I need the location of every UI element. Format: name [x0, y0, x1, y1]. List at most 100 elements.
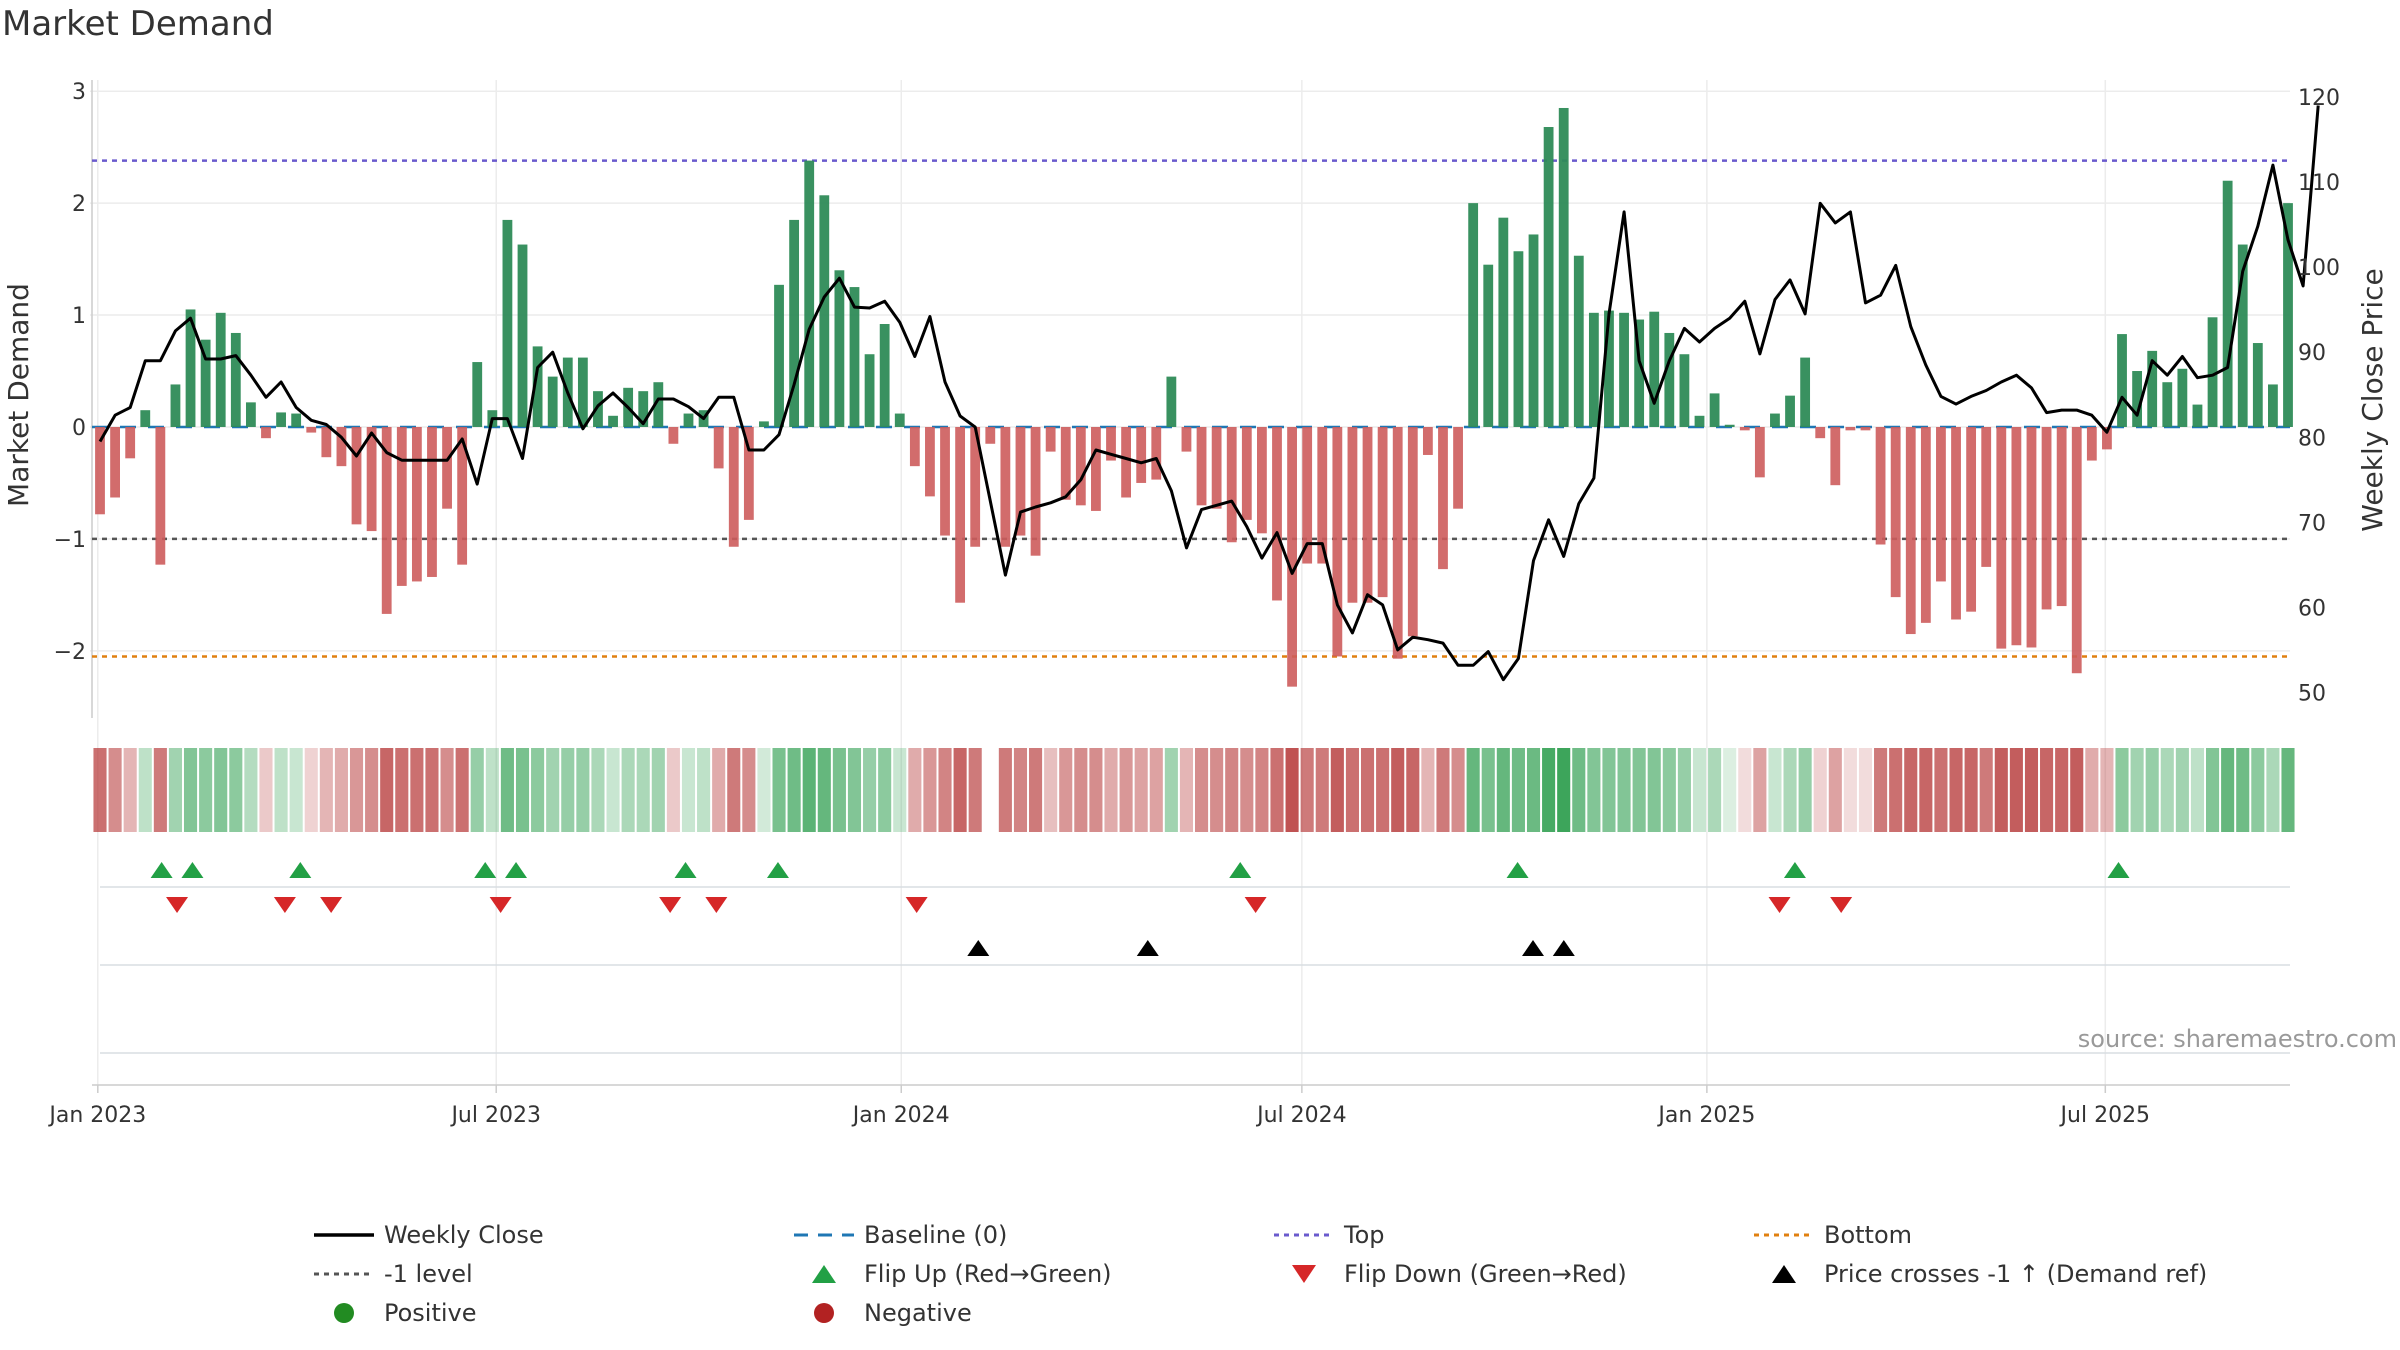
demand-bar — [200, 339, 211, 427]
left-axis-ticks: −2 −1 0 1 2 3 — [54, 80, 86, 665]
flip-down-marker — [166, 897, 189, 913]
demand-bar — [1860, 426, 1871, 431]
demand-bar — [668, 426, 679, 444]
strip-cell — [636, 748, 650, 832]
strip-cell — [2236, 748, 2250, 832]
demand-bar — [1754, 426, 1765, 478]
weekly-close-line — [98, 105, 2320, 682]
strip-cell — [2175, 748, 2189, 832]
demand-bar — [1664, 332, 1675, 427]
strip-cell — [1979, 748, 1993, 832]
demand-bar — [713, 426, 724, 469]
strip-cell — [1843, 748, 1857, 832]
demand-bar — [774, 284, 784, 427]
demand-bar — [1739, 426, 1750, 431]
demand-bar — [955, 426, 966, 603]
strip-cell — [1949, 748, 1963, 832]
strip-cell — [742, 748, 756, 832]
demand-bar — [1468, 203, 1479, 427]
demand-bar — [1800, 357, 1811, 427]
flip-down-marker — [1830, 897, 1853, 913]
x-tick-label: Jan 2023 — [47, 1103, 146, 1128]
strip-cell — [1783, 748, 1797, 832]
demand-bar — [155, 426, 166, 565]
strip-cell — [1662, 748, 1676, 832]
legend-item: Bottom — [1754, 1221, 1912, 1249]
strip-cell — [1602, 748, 1616, 832]
strip-cell — [938, 748, 952, 832]
strip-cell — [365, 748, 379, 832]
demand-bar — [291, 413, 302, 427]
legend-item: Flip Up (Red→Green) — [812, 1260, 1112, 1288]
flip-up-marker — [1783, 862, 1806, 878]
demand-bar — [683, 413, 694, 427]
y-axis-label: Market Demand — [2, 283, 35, 507]
demand-bar — [1770, 413, 1780, 427]
demand-bar — [940, 426, 950, 536]
y-tick-label: 1 — [72, 304, 86, 329]
strip-cell — [651, 748, 665, 832]
legend-item: Positive — [334, 1299, 477, 1327]
demand-bar — [1151, 426, 1162, 480]
demand-bar — [1845, 426, 1856, 431]
demand-bar — [245, 402, 256, 427]
strip-cell — [455, 748, 469, 832]
strip-cell — [2070, 748, 2084, 832]
x-tick-label: Jul 2025 — [2059, 1103, 2151, 1128]
demand-bar — [1015, 426, 1026, 536]
strip-cell — [1376, 748, 1390, 832]
strip-cell — [1164, 748, 1178, 832]
strip-cell — [2190, 748, 2205, 832]
demand-bar — [1513, 251, 1524, 427]
strip-cell — [1300, 748, 1314, 832]
demand-bar — [2177, 368, 2188, 427]
strip-cell — [168, 748, 182, 832]
demand-bar — [1830, 426, 1841, 486]
demand-bar — [925, 426, 935, 497]
flip-down-marker — [273, 897, 296, 913]
demand-bar — [970, 426, 981, 547]
flip-down-marker — [320, 897, 343, 913]
y2-tick-label: 120 — [2298, 86, 2340, 111]
strip-cell — [2085, 748, 2099, 832]
demand-bar — [336, 426, 347, 467]
legend: Weekly Close Baseline (0) Top Bottom -1 leve… — [314, 1221, 2207, 1327]
flip-down-marker — [1244, 897, 1267, 913]
strip-cell — [199, 748, 213, 832]
demand-bar — [2056, 426, 2067, 607]
strip-cell — [259, 748, 273, 832]
demand-bar — [1377, 426, 1388, 598]
strip-cell — [1119, 748, 1133, 832]
strip-cell — [1904, 748, 1918, 832]
demand-bar — [366, 426, 377, 532]
strip-cell — [908, 748, 922, 832]
strip-cell — [878, 748, 892, 832]
strip-cell — [847, 748, 862, 832]
strip-cell — [1210, 748, 1224, 832]
demand-bar — [1287, 426, 1297, 687]
strip-cell — [546, 748, 560, 832]
strip-cell — [1587, 748, 1601, 832]
demand-bar — [1920, 426, 1931, 623]
y-tick-label: −2 — [54, 640, 86, 665]
legend-item: Price crosses -1 ↑ (Demand ref) — [1772, 1260, 2207, 1288]
strip-cell — [998, 748, 1012, 832]
demand-bar — [1241, 426, 1252, 520]
strip-cell — [863, 748, 877, 832]
strip-cell — [1134, 748, 1148, 832]
strip-cell — [561, 748, 575, 832]
strip-cell — [1542, 748, 1556, 832]
strip-cell — [1345, 748, 1359, 832]
strip-cell — [1874, 748, 1888, 832]
legend-label: -1 level — [384, 1260, 473, 1288]
demand-bar — [351, 426, 362, 525]
demand-bar — [2026, 426, 2037, 648]
strip-cell — [893, 748, 907, 832]
demand-bar — [1106, 426, 1116, 461]
y2-tick-label: 80 — [2298, 426, 2326, 451]
demand-bar — [381, 426, 392, 614]
flip-up-marker — [1229, 862, 1252, 878]
demand-bar — [593, 391, 603, 427]
demand-bar — [140, 410, 151, 427]
legend-label: Flip Down (Green→Red) — [1344, 1260, 1627, 1288]
